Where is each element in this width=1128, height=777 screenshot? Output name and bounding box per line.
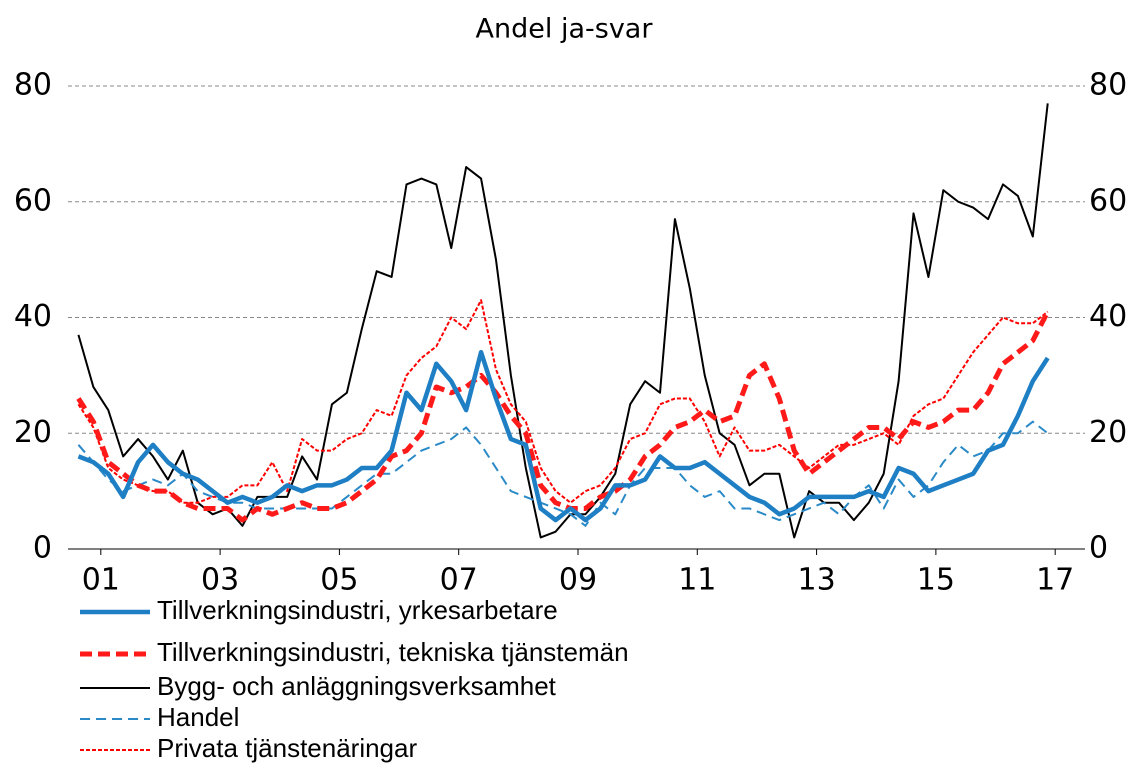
y2-tick-label: 20 xyxy=(1089,415,1127,450)
legend-label: Bygg- och anläggningsverksamhet xyxy=(157,671,557,701)
x-tick-label: 07 xyxy=(440,563,478,598)
y-tick-label: 0 xyxy=(33,531,52,566)
x-tick-label: 03 xyxy=(201,563,239,598)
x-tick-label: 05 xyxy=(320,563,358,598)
series-line xyxy=(77,420,1049,527)
x-tick-label: 01 xyxy=(82,563,120,598)
y2-tick-label: 60 xyxy=(1089,183,1127,218)
series-line xyxy=(77,349,1050,523)
y-tick-label: 40 xyxy=(14,299,52,334)
series-line xyxy=(77,299,1049,504)
legend-label: Privata tjänstenäringar xyxy=(157,733,417,763)
series-line xyxy=(76,310,1050,523)
y2-tick-label: 0 xyxy=(1089,531,1108,566)
x-tick-label: 13 xyxy=(797,563,835,598)
y-tick-label: 60 xyxy=(14,183,52,218)
x-tick-label: 17 xyxy=(1036,563,1074,598)
series-line xyxy=(77,103,1049,539)
y2-tick-label: 40 xyxy=(1089,299,1127,334)
y-tick-label: 80 xyxy=(14,68,52,103)
legend-label: Tillverkningsindustri, tekniska tjänstem… xyxy=(157,637,629,667)
legend-label: Tillverkningsindustri, yrkesarbetare xyxy=(157,595,558,625)
x-tick-label: 15 xyxy=(917,563,955,598)
chart-title: Andel ja-svar xyxy=(476,14,654,45)
y-tick-label: 20 xyxy=(14,415,52,450)
y2-tick-label: 80 xyxy=(1089,68,1127,103)
x-tick-label: 11 xyxy=(678,563,716,598)
x-tick-label: 09 xyxy=(559,563,597,598)
legend-label: Handel xyxy=(157,702,239,732)
